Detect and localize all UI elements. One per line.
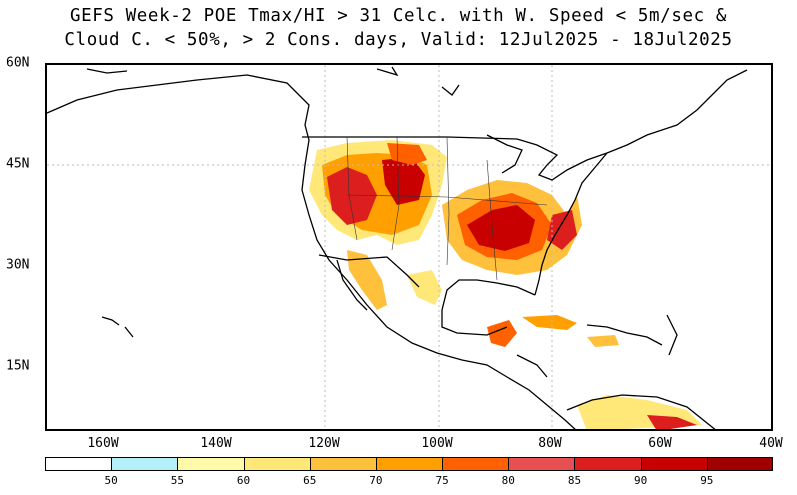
colorbar-swatch	[177, 457, 244, 471]
probability-shading	[309, 140, 702, 429]
colorbar-label: 55	[170, 474, 184, 487]
colorbar-swatch	[243, 457, 310, 471]
colorbar-swatch	[309, 457, 376, 471]
lon-label-80w: 80W	[538, 436, 562, 451]
lat-label-15n: 15N	[6, 358, 30, 374]
lon-label-60w: 60W	[648, 436, 672, 451]
map-title-line-1: GEFS Week-2 POE Tmax/HI > 31 Celc. with …	[69, 6, 728, 26]
map-svg	[47, 65, 771, 429]
colorbar-label: 85	[567, 474, 582, 487]
colorbar-swatch	[442, 457, 509, 471]
colorbar-swatch	[706, 457, 773, 471]
state-borders	[346, 136, 548, 281]
colorbar-swatch	[574, 457, 641, 471]
colorbar-label: 80	[501, 474, 515, 487]
lat-label-45n: 45N	[6, 156, 30, 172]
colorbar-label: 60	[236, 474, 251, 487]
lon-label-160w: 160W	[87, 436, 119, 451]
coastlines	[47, 66, 748, 429]
colorbar-swatch	[640, 457, 707, 471]
lon-label-140w: 140W	[200, 436, 232, 451]
lon-label-120w: 120W	[308, 436, 340, 451]
lat-label-30n: 30N	[6, 257, 30, 273]
map-title-line-2: Cloud C. < 50%, > 2 Cons. days, Valid: 1…	[64, 30, 733, 50]
colorbar-label: 75	[435, 474, 449, 487]
colorbar-label: 90	[634, 474, 648, 487]
colorbar-swatch	[375, 457, 443, 471]
colorbar-label: 50	[104, 474, 118, 487]
lon-label-100w: 100W	[421, 436, 453, 451]
colorbar-swatch	[508, 457, 575, 471]
colorbar-label: 95	[700, 474, 714, 487]
colorbar-swatch	[45, 457, 112, 471]
map-panel	[45, 63, 773, 431]
grid-lines	[47, 65, 771, 429]
colorbar-label: 70	[369, 474, 383, 487]
colorbar-swatch	[111, 457, 178, 471]
lon-label-40w: 40W	[759, 436, 783, 451]
lat-label-60n: 60N	[6, 55, 30, 71]
colorbar-label: 65	[303, 474, 317, 487]
